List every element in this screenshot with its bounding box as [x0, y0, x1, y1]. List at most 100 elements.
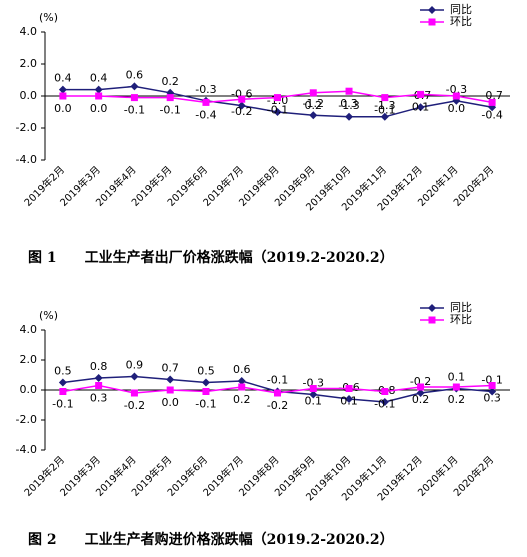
y-tick-label: 4.0 — [20, 323, 38, 336]
point — [166, 94, 174, 102]
data-label: 0.0 — [448, 102, 466, 115]
data-label: 0.2 — [233, 393, 251, 406]
data-label: -0.4 — [195, 108, 216, 121]
legend-label: 同比 — [450, 301, 472, 314]
point — [488, 382, 496, 389]
data-label: -0.2 — [267, 399, 288, 412]
data-label: -0.1 — [267, 104, 288, 117]
chart-title: 图 1 工业生产者出厂价格涨跌幅（2019.2-2020.2） — [28, 249, 394, 266]
point — [428, 316, 436, 324]
data-label: 0.8 — [90, 360, 108, 373]
data-label: 0.3 — [90, 392, 108, 405]
data-label: 0.6 — [233, 363, 251, 376]
data-label: -0.1 — [374, 104, 395, 117]
data-label: -0.1 — [374, 398, 395, 411]
point — [416, 103, 425, 112]
point — [381, 388, 389, 395]
data-label: 0.1 — [448, 371, 466, 384]
y-tick-label: 2.0 — [20, 57, 38, 70]
data-label: 0.2 — [412, 393, 430, 406]
point — [59, 388, 67, 395]
point — [345, 385, 353, 392]
legend-label: 同比 — [450, 3, 472, 16]
data-label: -0.4 — [481, 108, 502, 121]
point — [238, 383, 246, 391]
data-label: -0.1 — [481, 374, 502, 387]
y-unit: (%) — [39, 11, 58, 24]
point — [309, 385, 317, 392]
y-tick-label: 2.0 — [20, 353, 38, 366]
data-label: -0.3 — [195, 83, 216, 96]
point — [417, 90, 425, 98]
data-label: 0.2 — [448, 393, 466, 406]
data-label: -1.2 — [303, 97, 324, 110]
point — [345, 87, 353, 95]
legend-label: 环比 — [450, 313, 472, 326]
data-label: -0.2 — [124, 399, 145, 412]
point — [428, 6, 436, 14]
point — [166, 375, 175, 384]
data-label: -0.6 — [231, 88, 252, 101]
point — [345, 395, 354, 403]
y-tick-label: -2.0 — [16, 121, 37, 134]
point — [273, 108, 282, 116]
legend-label: 环比 — [450, 15, 472, 28]
y-tick-label: 0.0 — [20, 89, 38, 102]
data-label: 0.2 — [305, 99, 323, 112]
y-tick-label: -4.0 — [16, 153, 37, 166]
data-label: 0.5 — [197, 365, 215, 378]
data-label: -0.1 — [195, 398, 216, 411]
point — [309, 89, 317, 97]
point — [201, 378, 210, 387]
data-label: 0.1 — [412, 100, 430, 113]
point — [237, 377, 246, 385]
data-label: 0.4 — [54, 72, 72, 85]
point — [488, 98, 496, 106]
point — [95, 92, 103, 100]
data-label: 0.9 — [126, 359, 144, 372]
data-label: -1.3 — [374, 99, 395, 112]
data-label: -0.3 — [446, 83, 467, 96]
point — [202, 388, 210, 395]
y-tick-label: 0.0 — [20, 383, 38, 396]
point — [417, 383, 425, 391]
point — [274, 94, 281, 102]
data-label: 0.6 — [126, 68, 144, 81]
y-unit: (%) — [39, 309, 58, 322]
data-label: 0.0 — [54, 102, 72, 115]
data-label: -0.3 — [303, 377, 324, 390]
point — [202, 98, 210, 106]
y-tick-label: -2.0 — [16, 413, 37, 426]
point — [238, 95, 246, 103]
data-label: 0.3 — [483, 392, 501, 405]
data-label: -0.1 — [267, 374, 288, 387]
data-label: 0.5 — [54, 365, 72, 378]
data-label: 0.1 — [305, 395, 323, 408]
data-label: 0.2 — [161, 75, 179, 88]
point — [345, 112, 354, 121]
point — [488, 387, 497, 396]
data-label: 0.4 — [90, 72, 108, 85]
point — [309, 111, 318, 120]
point — [95, 382, 103, 389]
point — [428, 18, 436, 26]
point — [274, 389, 281, 397]
point — [416, 389, 425, 397]
point — [59, 92, 67, 100]
y-tick-label: -4.0 — [16, 443, 37, 456]
point — [381, 94, 389, 102]
point — [166, 386, 174, 394]
point — [130, 389, 138, 397]
point — [130, 82, 139, 91]
chart-title: 图 2 工业生产者购进价格涨跌幅（2019.2-2020.2） — [28, 531, 394, 548]
data-label: -0.2 — [410, 375, 431, 388]
data-label: 0.3 — [340, 97, 358, 110]
data-label: 0.0 — [161, 396, 179, 409]
point — [428, 304, 436, 312]
point — [58, 85, 67, 94]
data-label: 0.0 — [90, 102, 108, 115]
point — [130, 372, 139, 381]
data-label: -0.1 — [124, 104, 145, 117]
data-label: -1.3 — [338, 99, 359, 112]
